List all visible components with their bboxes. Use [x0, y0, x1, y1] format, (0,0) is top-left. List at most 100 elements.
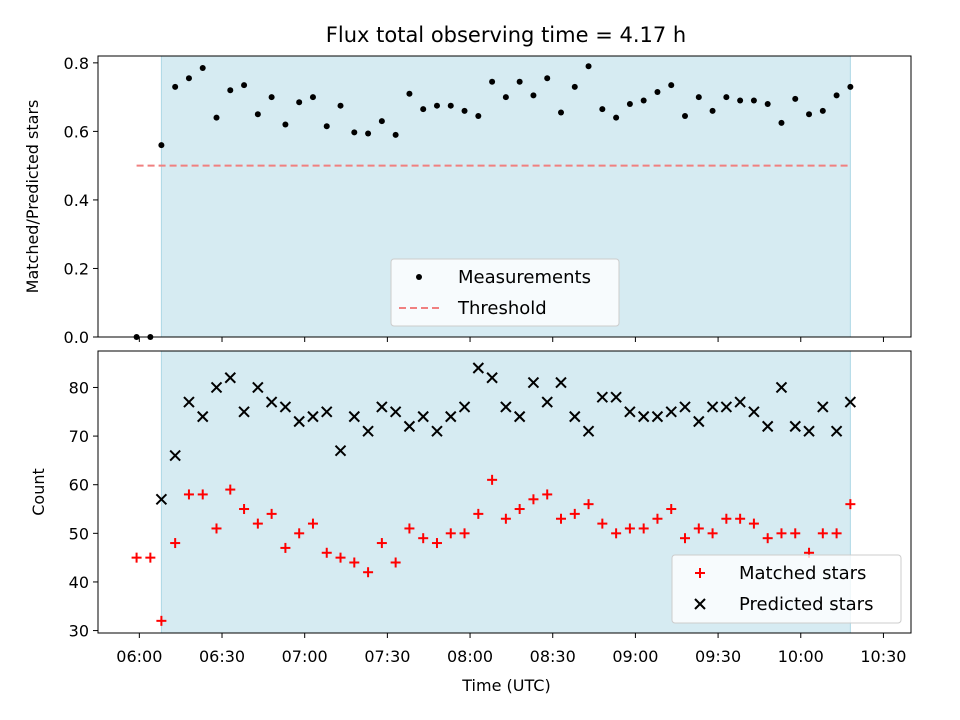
- data-point: [266, 508, 277, 519]
- data-point: [500, 513, 511, 524]
- data-point: [596, 391, 609, 403]
- cross-b: [265, 396, 278, 408]
- data-point: [790, 528, 801, 539]
- y-tick-label: 70: [69, 427, 89, 446]
- cross-b: [775, 381, 788, 394]
- data-point: [389, 406, 402, 418]
- cross-b: [610, 391, 622, 403]
- cross-b: [500, 401, 512, 413]
- data-point: [307, 518, 318, 529]
- legend-marker-measurements: [416, 274, 422, 280]
- y-axis-label: Matched/Predicted stars: [23, 100, 42, 294]
- data-point: [833, 92, 840, 99]
- data-point: [555, 376, 567, 389]
- cross-b: [307, 410, 319, 423]
- data-point: [199, 64, 206, 71]
- cross-b: [279, 401, 292, 413]
- cross-b: [417, 410, 429, 423]
- data-point: [817, 401, 829, 413]
- y-tick-label: 80: [69, 378, 89, 397]
- cross-b: [403, 420, 416, 433]
- data-point: [585, 63, 592, 70]
- x-tick-label: 10:30: [860, 647, 906, 666]
- data-point: [721, 513, 732, 524]
- data-point: [282, 121, 289, 128]
- data-point: [831, 528, 842, 539]
- x-tick-label: 07:00: [282, 647, 328, 666]
- data-point: [668, 82, 675, 89]
- data-point: [599, 106, 606, 113]
- data-point: [806, 111, 813, 118]
- x-tick-label: 06:00: [116, 647, 162, 666]
- data-point: [473, 508, 484, 519]
- data-point: [169, 449, 181, 462]
- data-point: [776, 528, 787, 539]
- x-tick-label: 09:00: [612, 647, 658, 666]
- cross-b: [472, 362, 485, 374]
- data-point: [557, 109, 564, 116]
- data-point: [830, 425, 843, 437]
- data-point: [335, 552, 346, 563]
- data-point: [775, 381, 788, 394]
- data-point: [445, 410, 457, 423]
- y-tick-label: 0.4: [64, 191, 89, 210]
- data-point: [720, 401, 733, 413]
- data-point: [445, 528, 456, 539]
- data-point: [433, 102, 440, 109]
- data-point: [420, 106, 427, 113]
- cross-b: [844, 396, 857, 408]
- data-point: [803, 425, 815, 437]
- data-point: [475, 112, 482, 119]
- y-tick-label: 40: [69, 573, 89, 592]
- data-point: [252, 381, 264, 394]
- data-point: [734, 396, 746, 408]
- data-point: [321, 547, 332, 558]
- data-point: [183, 396, 195, 408]
- data-point: [500, 401, 512, 413]
- data-point: [348, 410, 361, 423]
- data-point: [626, 100, 633, 107]
- legend-marker-predicted: [694, 598, 706, 610]
- cross-b: [569, 410, 581, 423]
- data-point: [693, 415, 705, 428]
- chart-title: Flux total observing time = 4.17 h: [326, 23, 686, 47]
- data-point: [695, 94, 702, 101]
- data-point: [254, 111, 261, 118]
- axes-frame: [97, 350, 912, 634]
- data-point: [418, 533, 429, 544]
- y-axis-label: Count: [29, 468, 48, 516]
- legend-label: Measurements: [458, 267, 591, 288]
- cross-b: [445, 410, 457, 423]
- data-point: [597, 518, 608, 529]
- data-point: [682, 112, 689, 119]
- cross-b: [596, 391, 609, 403]
- data-point: [789, 420, 801, 433]
- data-point: [185, 75, 192, 82]
- data-point: [680, 533, 691, 544]
- data-point: [390, 557, 401, 568]
- cross-b: [817, 401, 829, 413]
- cross-b: [720, 401, 733, 413]
- y-tick-label: 60: [69, 476, 89, 495]
- data-point: [131, 552, 142, 563]
- data-point: [458, 401, 471, 413]
- cross-b: [665, 406, 677, 418]
- data-point: [528, 494, 539, 505]
- data-point: [241, 82, 248, 89]
- data-point: [321, 406, 333, 418]
- data-point: [665, 406, 677, 418]
- data-point: [376, 538, 387, 549]
- data-point: [764, 100, 771, 107]
- data-point: [514, 504, 525, 515]
- data-point: [337, 102, 344, 109]
- cross-b: [624, 406, 636, 418]
- data-point: [362, 425, 374, 437]
- data-point: [541, 396, 553, 408]
- y-tick-label: 0.0: [64, 328, 89, 347]
- cross-b: [334, 444, 347, 457]
- x-tick-label: 09:30: [695, 647, 741, 666]
- cross-b: [679, 401, 691, 413]
- data-point: [197, 489, 208, 500]
- cross-b: [555, 376, 567, 389]
- cross-b: [803, 425, 815, 437]
